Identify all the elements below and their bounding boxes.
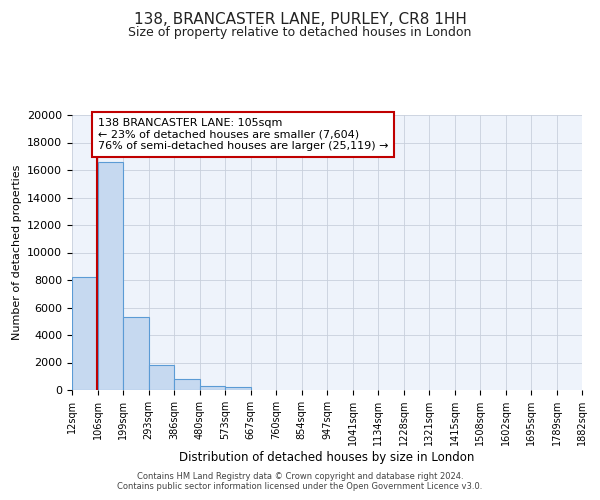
- Bar: [225, 387, 251, 390]
- Text: 138 BRANCASTER LANE: 105sqm
← 23% of detached houses are smaller (7,604)
76% of : 138 BRANCASTER LANE: 105sqm ← 23% of det…: [98, 118, 388, 151]
- Bar: [200, 386, 225, 390]
- Bar: [72, 277, 98, 390]
- X-axis label: Distribution of detached houses by size in London: Distribution of detached houses by size …: [179, 451, 475, 464]
- Bar: [149, 365, 174, 390]
- Bar: [98, 162, 123, 390]
- Y-axis label: Number of detached properties: Number of detached properties: [11, 165, 22, 340]
- Text: 138, BRANCASTER LANE, PURLEY, CR8 1HH: 138, BRANCASTER LANE, PURLEY, CR8 1HH: [134, 12, 466, 28]
- Bar: [123, 317, 149, 390]
- Text: Contains HM Land Registry data © Crown copyright and database right 2024.: Contains HM Land Registry data © Crown c…: [137, 472, 463, 481]
- Bar: [174, 379, 200, 390]
- Text: Size of property relative to detached houses in London: Size of property relative to detached ho…: [128, 26, 472, 39]
- Text: Contains public sector information licensed under the Open Government Licence v3: Contains public sector information licen…: [118, 482, 482, 491]
